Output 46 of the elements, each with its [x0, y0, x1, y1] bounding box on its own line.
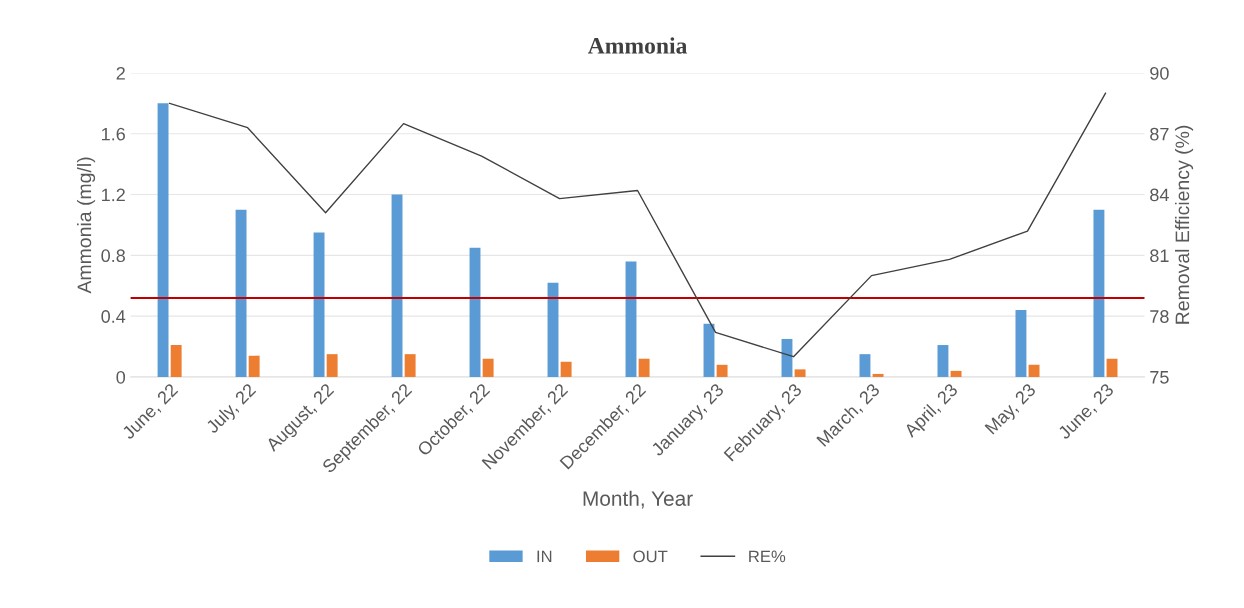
- legend-label: IN: [537, 550, 552, 563]
- y-tick-label: 0: [116, 370, 126, 384]
- y2-tick-label: 87: [1150, 127, 1169, 141]
- y2-axis-title: Removal Efficiency (%): [1174, 125, 1194, 324]
- bar: [157, 103, 169, 377]
- y2-tick-label: 78: [1150, 310, 1169, 323]
- bar: [248, 355, 260, 377]
- y-tick-label: 1.2: [102, 188, 125, 202]
- legend-label: OUT: [633, 550, 668, 563]
- x-axis-title: Month, Year: [583, 490, 693, 509]
- bar: [404, 354, 416, 377]
- legend-label: RE%: [749, 550, 786, 563]
- bar: [716, 364, 728, 377]
- bar: [1106, 358, 1118, 377]
- bar: [872, 373, 884, 377]
- y2-tick-label: 81: [1150, 249, 1169, 263]
- bar: [937, 345, 949, 377]
- y-axis-title: Ammonia (mg/l): [76, 157, 96, 294]
- x-tick-label: July, 22: [204, 382, 259, 437]
- y2-tick-label: 84: [1150, 188, 1169, 202]
- bar: [482, 358, 494, 377]
- bar: [326, 354, 338, 377]
- y-tick-label: 0.4: [101, 310, 126, 323]
- bar: [703, 323, 715, 377]
- y2-tick-label: 90: [1150, 66, 1169, 80]
- bar: [950, 370, 962, 377]
- y-tick-label: 0.8: [101, 249, 125, 263]
- bar: [469, 247, 481, 377]
- bar: [235, 209, 247, 377]
- bar: [1015, 310, 1027, 377]
- x-tick-label: May, 23: [984, 382, 1039, 438]
- chart-title: Ammonia: [587, 37, 688, 54]
- y2-tick-label: 75: [1150, 371, 1169, 384]
- bar: [1093, 209, 1105, 377]
- bar: [794, 369, 806, 377]
- bar: [391, 194, 403, 377]
- bar: [625, 261, 637, 377]
- y-tick-label: 1.6: [102, 127, 125, 141]
- line-series: [168, 92, 1107, 358]
- bar: [560, 361, 572, 377]
- y-tick-label: 2: [116, 66, 125, 80]
- bar: [170, 345, 182, 377]
- bar: [1028, 364, 1040, 377]
- bar: [638, 358, 650, 377]
- bar: [313, 232, 325, 377]
- bar: [859, 354, 871, 377]
